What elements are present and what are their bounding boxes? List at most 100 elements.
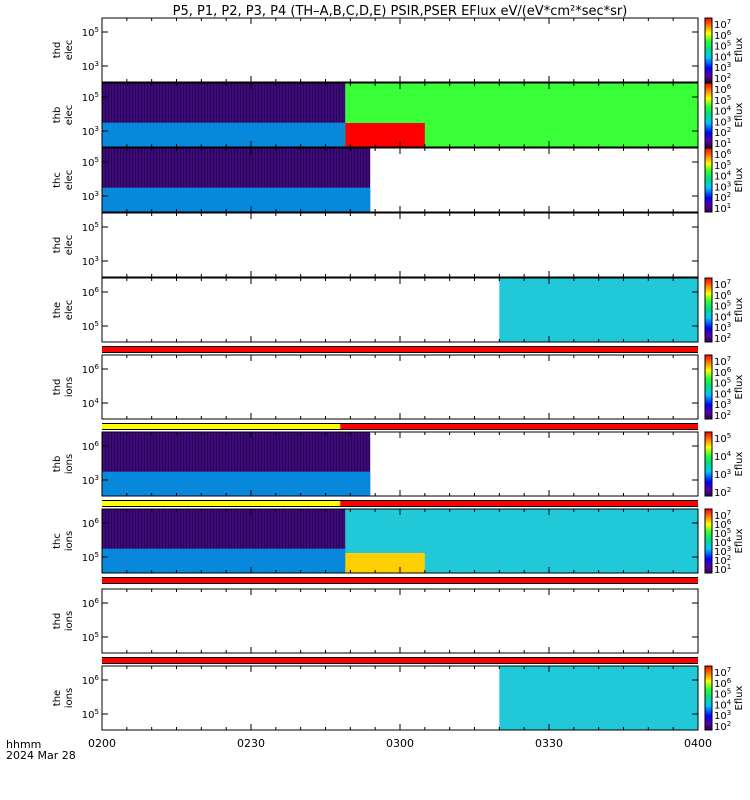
colorbar-tick-label: 103 <box>714 545 731 558</box>
colorbar-tick-label: 102 <box>714 720 731 733</box>
heatmap-block <box>345 553 425 573</box>
y-tick-label: 105 <box>82 91 99 104</box>
colorbar-tick-label: 105 <box>714 40 731 53</box>
plot-title: P5, P1, P2, P3, P4 (TH–A,B,C,D,E) PSIR,P… <box>173 4 628 19</box>
colorbar-tick-label: 105 <box>714 159 731 172</box>
colorbar-label: Eflux <box>734 297 745 322</box>
heatmap-block <box>345 123 425 147</box>
colorbar-label: Eflux <box>734 685 745 710</box>
mode-bar-segment <box>102 501 341 506</box>
colorbar-tick-label: 106 <box>714 677 732 690</box>
colorbar-tick-label: 101 <box>714 563 731 576</box>
mode-bar-segment <box>102 658 698 663</box>
mode-bar-segment <box>340 424 698 429</box>
colorbar <box>704 82 713 148</box>
colorbar-tick-label: 103 <box>714 61 731 74</box>
colorbar-tick-label: 106 <box>714 289 732 302</box>
date-label: 2024 Mar 28 <box>6 749 76 762</box>
heatmap-band <box>102 471 371 496</box>
colorbar-label: Eflux <box>734 102 745 127</box>
y-axis-label: thbelec <box>52 105 75 126</box>
colorbar <box>704 508 713 574</box>
colorbar-tick-label: 106 <box>714 148 732 161</box>
panel-frame <box>101 212 699 278</box>
mode-bar-segment <box>102 578 698 583</box>
colorbar-tick-label: 102 <box>714 72 731 85</box>
y-tick-label: 106 <box>82 286 100 299</box>
colorbar-label: Eflux <box>734 37 745 62</box>
colorbar-tick-label: 105 <box>714 94 731 107</box>
colorbar-tick-label: 101 <box>714 137 731 150</box>
colorbar-tick-label: 105 <box>714 527 731 540</box>
y-axis-label: thdions <box>52 611 75 631</box>
colorbar-tick-label: 102 <box>714 191 731 204</box>
heatmap-band <box>102 548 346 573</box>
colorbar-tick-label: 104 <box>714 170 732 183</box>
colorbar-tick-label: 104 <box>714 450 732 463</box>
y-tick-label: 106 <box>82 517 100 530</box>
y-axis-label: thcelec <box>52 170 75 191</box>
panel-frame <box>101 17 699 83</box>
colorbar-tick-label: 106 <box>714 366 732 379</box>
colorbar-tick-label: 104 <box>714 387 732 400</box>
panel-frame <box>101 354 699 420</box>
y-axis-label: thdelec <box>52 235 75 256</box>
colorbar-tick-label: 102 <box>714 126 731 139</box>
colorbar-tick-label: 107 <box>714 666 731 679</box>
y-tick-label: 103 <box>82 190 99 203</box>
colorbar-tick-label: 104 <box>714 50 732 63</box>
colorbar-tick-label: 103 <box>714 180 731 193</box>
colorbar-tick-label: 106 <box>714 83 732 96</box>
x-tick-label: 0200 <box>88 737 116 750</box>
heatmap-band <box>102 187 371 212</box>
y-axis-label: thcions <box>52 531 75 551</box>
y-tick-label: 104 <box>82 397 100 410</box>
y-tick-label: 105 <box>82 26 99 39</box>
y-tick-label: 103 <box>82 474 99 487</box>
colorbar-tick-label: 103 <box>714 398 731 411</box>
colorbar-tick-label: 107 <box>714 509 731 522</box>
y-tick-label: 105 <box>82 320 99 333</box>
colorbar-tick-label: 104 <box>714 105 732 118</box>
y-tick-label: 105 <box>82 551 99 564</box>
y-tick-label: 106 <box>82 597 100 610</box>
panels-group: 105103thdelec107106105104103102Eflux1051… <box>52 17 745 750</box>
colorbar-tick-label: 105 <box>714 300 731 313</box>
y-tick-label: 106 <box>82 363 100 376</box>
colorbar-tick-label: 105 <box>714 432 731 445</box>
heatmap-band <box>102 122 346 147</box>
time-axis-label: hhmm <box>6 738 41 751</box>
colorbar-tick-label: 107 <box>714 18 731 31</box>
y-axis-label: thdions <box>52 377 75 397</box>
y-tick-label: 103 <box>82 125 99 138</box>
y-tick-label: 105 <box>82 221 99 234</box>
heatmap-block <box>499 278 698 342</box>
colorbar-tick-label: 107 <box>714 355 731 368</box>
x-tick-label: 0400 <box>684 737 712 750</box>
y-axis-label: theelec <box>52 300 75 321</box>
colorbar-label: Eflux <box>734 528 745 553</box>
colorbar-tick-label: 103 <box>714 321 731 334</box>
colorbar-tick-label: 102 <box>714 486 731 499</box>
y-tick-label: 106 <box>82 440 100 453</box>
colorbar-tick-label: 102 <box>714 554 731 567</box>
colorbar-tick-label: 102 <box>714 332 731 345</box>
y-axis-label: thbions <box>52 454 75 474</box>
colorbar-tick-label: 103 <box>714 115 731 128</box>
panel-frame <box>101 588 699 654</box>
colorbar-tick-label: 104 <box>714 698 732 711</box>
colorbar-tick-label: 101 <box>714 202 731 215</box>
y-tick-label: 106 <box>82 674 100 687</box>
colorbar <box>704 354 713 420</box>
colorbar <box>704 665 713 731</box>
colorbar-tick-label: 103 <box>714 468 731 481</box>
colorbar-label: Eflux <box>734 451 745 476</box>
colorbar-label: Eflux <box>734 167 745 192</box>
y-tick-label: 105 <box>82 631 99 644</box>
y-tick-label: 105 <box>82 156 99 169</box>
x-tick-label: 0300 <box>386 737 414 750</box>
colorbar-tick-label: 107 <box>714 278 731 291</box>
y-tick-label: 103 <box>82 255 99 268</box>
colorbar-tick-label: 102 <box>714 409 731 422</box>
